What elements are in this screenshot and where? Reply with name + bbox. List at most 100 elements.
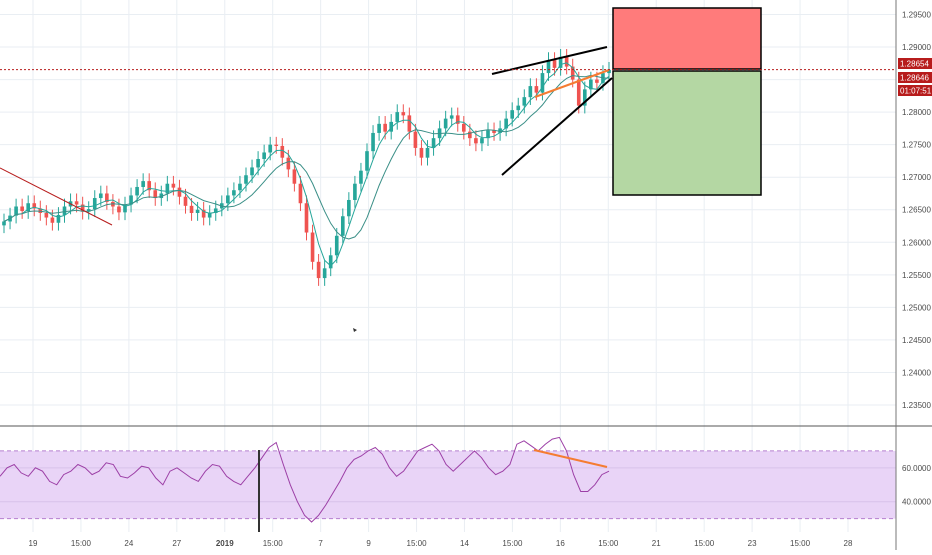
candle-body — [171, 183, 176, 188]
candle-body — [280, 145, 285, 158]
candle-body — [492, 130, 496, 133]
rsi-line — [0, 436, 610, 523]
candle-body — [226, 195, 230, 204]
time-tick-label: 27 — [172, 539, 181, 548]
close-price-label-bg — [898, 72, 932, 83]
candle-body — [558, 56, 563, 68]
candle-body — [582, 89, 587, 106]
candle-body — [449, 115, 454, 119]
candle-body — [431, 138, 436, 148]
price-tick-label: 1.29000 — [902, 43, 931, 52]
candle-body — [552, 60, 557, 68]
candle-body — [44, 213, 49, 218]
candle-body — [74, 201, 79, 205]
wedge-upper-line[interactable] — [491, 46, 608, 75]
rsi-axis[interactable]: 60.0000 40.0000 — [902, 464, 931, 507]
candle-body — [159, 193, 164, 199]
candle-body — [177, 187, 182, 197]
rsi-band — [0, 450, 896, 519]
price-tick-label: 1.27000 — [902, 173, 931, 182]
candle-body — [371, 132, 375, 152]
candle-body — [540, 73, 545, 93]
candle-body — [365, 151, 369, 171]
candle-body — [564, 56, 569, 67]
price-tick-label: 1.27500 — [902, 141, 931, 150]
candle-body — [141, 181, 145, 187]
candle-body — [413, 131, 418, 148]
candle-body — [129, 195, 133, 205]
candle-body — [310, 232, 315, 262]
candle-body — [250, 167, 254, 176]
time-tick-label: 23 — [748, 539, 757, 548]
candle-body — [340, 216, 345, 236]
candle-body — [183, 196, 188, 206]
candle-body — [189, 205, 194, 213]
candle-body — [50, 217, 55, 223]
time-tick-label: 15:00 — [71, 539, 92, 548]
candle-body — [474, 138, 478, 144]
slow-moving-average — [3, 74, 610, 240]
candle-body — [589, 79, 593, 90]
candle-body — [480, 138, 484, 144]
time-tick-label: 15:00 — [502, 539, 523, 548]
candle-body — [419, 147, 424, 158]
candle-body — [20, 206, 24, 212]
candle-body — [147, 181, 152, 191]
candle-body — [443, 118, 448, 129]
candle-body — [377, 123, 381, 133]
last-price-label-bg — [898, 58, 932, 69]
take-profit-zone[interactable] — [612, 70, 762, 196]
candle-body — [153, 190, 158, 199]
candle-body — [522, 97, 527, 106]
candle-body — [2, 221, 6, 226]
time-tick-label: 15:00 — [263, 539, 284, 548]
price-tick-label: 1.24500 — [902, 336, 931, 345]
candle-body — [123, 204, 127, 213]
time-axis[interactable]: 19 15:00 24 27 2019 15:00 7 9 15:00 14 15:00 16 15:0… — [29, 539, 853, 548]
candle-body — [201, 209, 206, 218]
candle-body — [359, 170, 363, 184]
price-label-group: 1.28654 1.28646 01:07:51 — [898, 58, 932, 96]
price-tick-label: 1.26500 — [902, 206, 931, 215]
drawings-layer[interactable] — [0, 7, 762, 532]
price-tick-label: 1.29500 — [902, 11, 931, 20]
candle-body — [510, 110, 515, 119]
time-tick-label: 2019 — [216, 539, 234, 548]
candle-body — [570, 66, 575, 80]
candle-body — [111, 201, 115, 207]
candle-body — [262, 152, 266, 159]
candle-body — [292, 169, 297, 184]
time-tick-label: 15:00 — [407, 539, 428, 548]
candle-body — [268, 144, 273, 153]
candle-body — [383, 123, 387, 132]
price-tick-label: 1.28000 — [902, 108, 931, 117]
time-tick-label: 14 — [460, 539, 469, 548]
wedge-lower-line[interactable] — [501, 77, 613, 176]
candle-body — [244, 175, 248, 184]
stop-loss-zone[interactable] — [612, 7, 762, 70]
candle-body — [425, 147, 430, 158]
last-price-label: 1.28654 — [900, 60, 929, 69]
candle-body — [274, 144, 279, 146]
ma-layer — [3, 62, 610, 267]
candle-body — [461, 123, 466, 132]
time-tick-label: 28 — [844, 539, 853, 548]
downtrend-line[interactable] — [0, 167, 113, 226]
rsi-band-layer — [0, 450, 896, 520]
orange-trend-line[interactable] — [534, 69, 610, 98]
price-axis[interactable]: 1.295001.290001.285001.280001.275001.270… — [902, 11, 931, 410]
candle-body — [595, 79, 599, 83]
time-tick-label: 15:00 — [790, 539, 811, 548]
price-tick-label: 1.25000 — [902, 303, 931, 312]
rsi-divergence-line[interactable] — [533, 449, 608, 468]
price-tick-label: 1.26000 — [902, 238, 931, 247]
candle-body — [80, 204, 85, 212]
rsi-tick-label: 40.0000 — [902, 498, 931, 507]
candle-body — [455, 115, 460, 124]
candle-body — [98, 193, 103, 199]
time-tick-label: 24 — [124, 539, 133, 548]
candle-body — [256, 158, 260, 168]
candle-body — [401, 112, 406, 116]
